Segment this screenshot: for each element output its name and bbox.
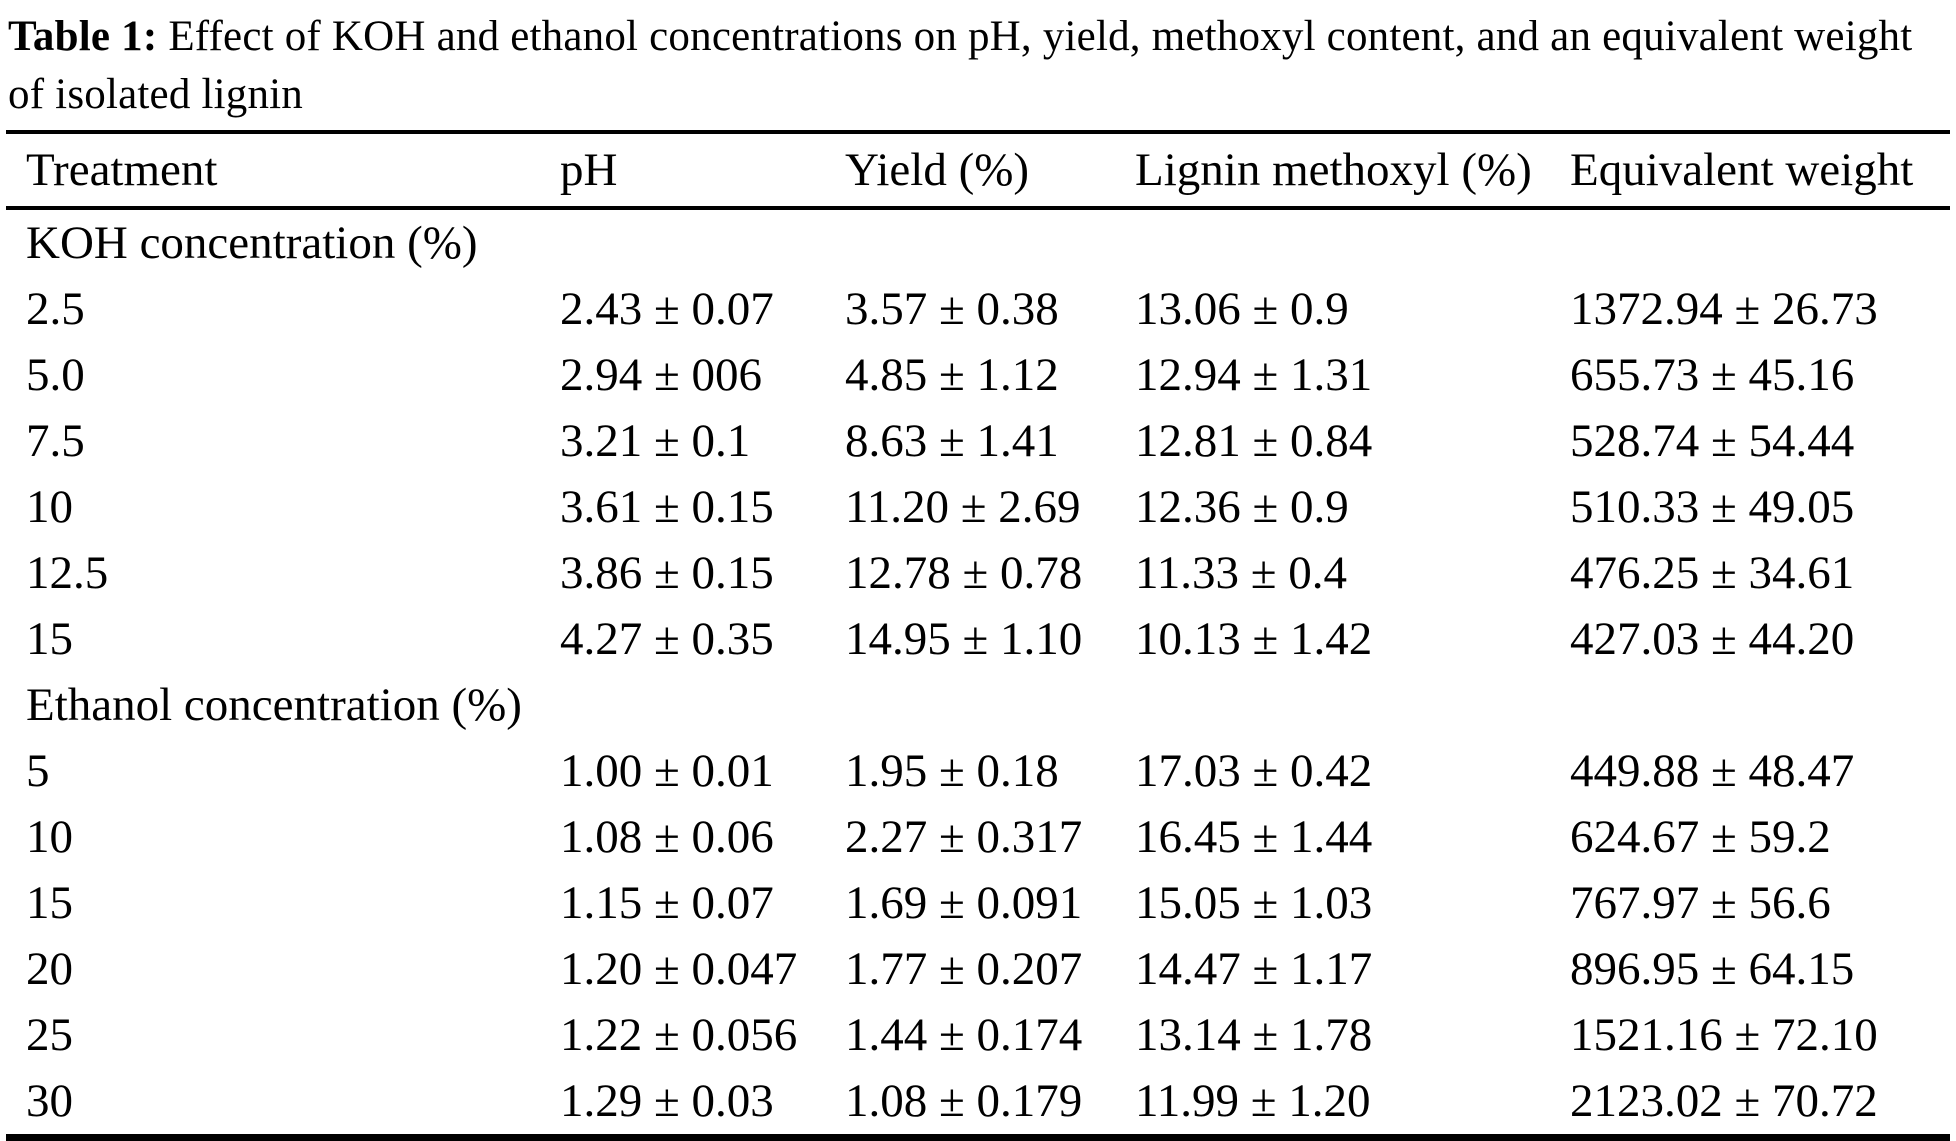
table-row: 2.5 2.43 ± 0.07 3.57 ± 0.38 13.06 ± 0.9 … [6, 276, 1950, 342]
cell-methoxyl: 15.05 ± 1.03 [1135, 877, 1373, 929]
cell-methoxyl: 13.06 ± 0.9 [1135, 283, 1349, 335]
cell-yield: 2.27 ± 0.317 [845, 811, 1083, 863]
cell-ph: 3.86 ± 0.15 [560, 547, 774, 599]
table-row: 25 1.22 ± 0.056 1.44 ± 0.174 13.14 ± 1.7… [6, 1002, 1950, 1068]
cell-equivalent-weight: 427.03 ± 44.20 [1570, 613, 1855, 665]
cell-ph: 4.27 ± 0.35 [560, 613, 774, 665]
cell-equivalent-weight: 2123.02 ± 70.72 [1570, 1075, 1878, 1127]
table-row: 12.5 3.86 ± 0.15 12.78 ± 0.78 11.33 ± 0.… [6, 540, 1950, 606]
cell-ph: 1.29 ± 0.03 [560, 1075, 774, 1127]
cell-yield: 1.08 ± 0.179 [845, 1075, 1083, 1127]
section-header-row-koh: KOH concentration (%) [6, 208, 1950, 276]
table-row: 20 1.20 ± 0.047 1.77 ± 0.207 14.47 ± 1.1… [6, 936, 1950, 1002]
col-header-yield: Yield (%) [845, 132, 1135, 210]
cell-methoxyl: 12.94 ± 1.31 [1135, 349, 1373, 401]
cell-equivalent-weight: 528.74 ± 54.44 [1570, 415, 1855, 467]
cell-yield: 12.78 ± 0.78 [845, 547, 1083, 599]
cell-yield: 1.95 ± 0.18 [845, 745, 1059, 797]
cell-ph: 2.94 ± 006 [560, 349, 763, 401]
cell-treatment: 5 [26, 745, 50, 797]
table-row: 10 1.08 ± 0.06 2.27 ± 0.317 16.45 ± 1.44… [6, 804, 1950, 870]
cell-ph: 2.43 ± 0.07 [560, 283, 774, 335]
cell-equivalent-weight: 624.67 ± 59.2 [1570, 811, 1831, 863]
cell-treatment: 25 [26, 1009, 73, 1061]
cell-methoxyl: 10.13 ± 1.42 [1135, 613, 1373, 665]
cell-equivalent-weight: 767.97 ± 56.6 [1570, 877, 1831, 929]
table-row: 30 1.29 ± 0.03 1.08 ± 0.179 11.99 ± 1.20… [6, 1068, 1950, 1138]
cell-equivalent-weight: 1521.16 ± 72.10 [1570, 1009, 1878, 1061]
section-header-row-ethanol: Ethanol concentration (%) [6, 672, 1950, 738]
data-table: Treatment pH Yield (%) Lignin methoxyl (… [6, 130, 1950, 1141]
cell-yield: 14.95 ± 1.10 [845, 613, 1083, 665]
col-header-equivalent-weight: Equivalent weight [1570, 132, 1950, 210]
cell-treatment: 12.5 [26, 547, 109, 599]
section-header: Ethanol concentration (%) [26, 679, 522, 731]
col-header-lignin-methoxyl: Lignin methoxyl (%) [1135, 132, 1570, 210]
cell-ph: 3.21 ± 0.1 [560, 415, 751, 467]
cell-methoxyl: 11.33 ± 0.4 [1135, 547, 1348, 599]
section-header: KOH concentration (%) [26, 217, 478, 269]
table-caption: Table 1: Effect of KOH and ethanol conce… [0, 0, 1956, 124]
cell-yield: 4.85 ± 1.12 [845, 349, 1059, 401]
cell-treatment: 15 [26, 877, 73, 929]
table-caption-text: Effect of KOH and ethanol concentrations… [8, 13, 1913, 118]
cell-equivalent-weight: 655.73 ± 45.16 [1570, 349, 1855, 401]
cell-ph: 1.22 ± 0.056 [560, 1009, 798, 1061]
cell-ph: 1.08 ± 0.06 [560, 811, 774, 863]
table-caption-label: Table 1: [8, 13, 158, 60]
table-header: Treatment pH Yield (%) Lignin methoxyl (… [6, 132, 1950, 210]
cell-methoxyl: 12.81 ± 0.84 [1135, 415, 1373, 467]
cell-equivalent-weight: 476.25 ± 34.61 [1570, 547, 1855, 599]
cell-ph: 1.00 ± 0.01 [560, 745, 774, 797]
col-header-treatment: Treatment [6, 132, 560, 210]
col-header-ph: pH [560, 132, 845, 210]
cell-treatment: 15 [26, 613, 73, 665]
cell-treatment: 5.0 [26, 349, 85, 401]
cell-treatment: 10 [26, 811, 73, 863]
cell-methoxyl: 16.45 ± 1.44 [1135, 811, 1373, 863]
cell-yield: 11.20 ± 2.69 [845, 481, 1081, 533]
table-row: 5.0 2.94 ± 006 4.85 ± 1.12 12.94 ± 1.31 … [6, 342, 1950, 408]
cell-yield: 1.44 ± 0.174 [845, 1009, 1083, 1061]
cell-ph: 1.20 ± 0.047 [560, 943, 798, 995]
cell-yield: 8.63 ± 1.41 [845, 415, 1059, 467]
table-row: 7.5 3.21 ± 0.1 8.63 ± 1.41 12.81 ± 0.84 … [6, 408, 1950, 474]
cell-treatment: 30 [26, 1075, 73, 1127]
cell-methoxyl: 17.03 ± 0.42 [1135, 745, 1373, 797]
cell-yield: 1.77 ± 0.207 [845, 943, 1083, 995]
cell-equivalent-weight: 510.33 ± 49.05 [1570, 481, 1855, 533]
table-row: 5 1.00 ± 0.01 1.95 ± 0.18 17.03 ± 0.42 4… [6, 738, 1950, 804]
table-row: 15 4.27 ± 0.35 14.95 ± 1.10 10.13 ± 1.42… [6, 606, 1950, 672]
cell-yield: 1.69 ± 0.091 [845, 877, 1083, 929]
cell-treatment: 2.5 [26, 283, 85, 335]
cell-equivalent-weight: 1372.94 ± 26.73 [1570, 283, 1878, 335]
cell-ph: 3.61 ± 0.15 [560, 481, 774, 533]
cell-equivalent-weight: 449.88 ± 48.47 [1570, 745, 1855, 797]
table-row: 10 3.61 ± 0.15 11.20 ± 2.69 12.36 ± 0.9 … [6, 474, 1950, 540]
cell-treatment: 10 [26, 481, 73, 533]
cell-treatment: 7.5 [26, 415, 85, 467]
header-row: Treatment pH Yield (%) Lignin methoxyl (… [6, 132, 1950, 210]
cell-methoxyl: 12.36 ± 0.9 [1135, 481, 1349, 533]
cell-equivalent-weight: 896.95 ± 64.15 [1570, 943, 1855, 995]
cell-yield: 3.57 ± 0.38 [845, 283, 1059, 335]
cell-methoxyl: 11.99 ± 1.20 [1135, 1075, 1371, 1127]
cell-methoxyl: 13.14 ± 1.78 [1135, 1009, 1373, 1061]
cell-methoxyl: 14.47 ± 1.17 [1135, 943, 1373, 995]
cell-ph: 1.15 ± 0.07 [560, 877, 774, 929]
table-row: 15 1.15 ± 0.07 1.69 ± 0.091 15.05 ± 1.03… [6, 870, 1950, 936]
table-body: KOH concentration (%) 2.5 2.43 ± 0.07 3.… [6, 208, 1950, 1138]
cell-treatment: 20 [26, 943, 73, 995]
